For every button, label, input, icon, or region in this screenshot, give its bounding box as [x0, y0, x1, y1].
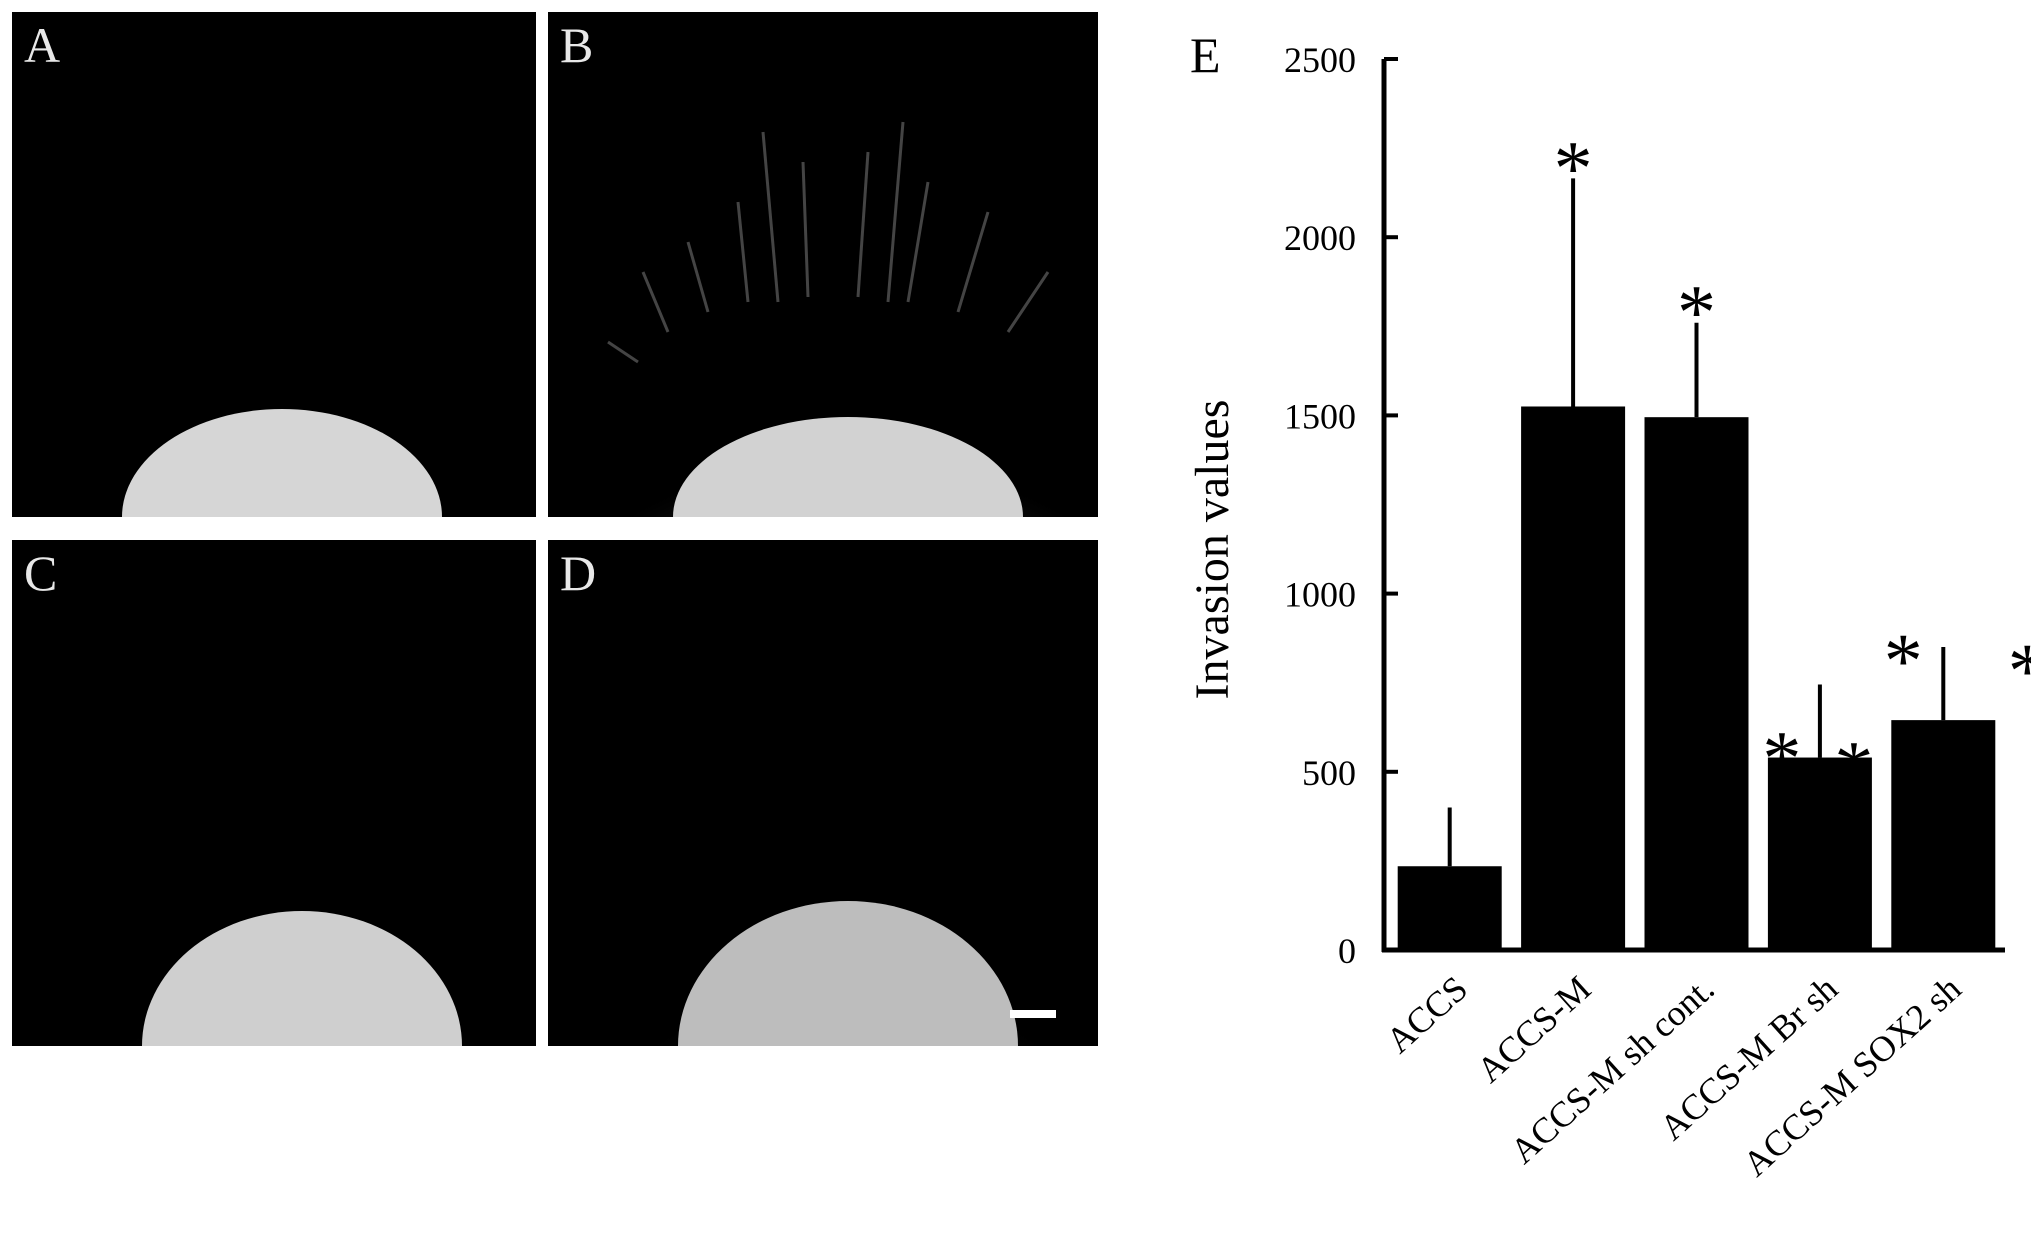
micrograph-panel-a: A: [12, 12, 536, 517]
bar-4: [1891, 720, 1996, 950]
significance-mark-2-0: *: [1762, 714, 1801, 801]
y-tick-label-0: 0: [1338, 931, 1356, 971]
spheroid-image-b: [568, 121, 1098, 517]
x-tick-label-4: ACCS-M SOX2 sh: [1735, 968, 1968, 1184]
panel-letter-a: A: [24, 17, 61, 73]
bar-1: [1521, 406, 1626, 950]
x-tick-label-2: ACCS-M sh cont.: [1503, 968, 1722, 1171]
y-axis-label: Invasion values: [1186, 400, 1239, 700]
panel-letter-e: E: [1190, 27, 1221, 83]
bar-2: [1644, 417, 1749, 950]
y-tick-label-5: 2500: [1284, 40, 1356, 80]
spheroid-image-d: [598, 831, 1098, 1046]
bar-3: [1767, 757, 1872, 950]
spheroid-image-c: [72, 851, 532, 1046]
spheroid-image-a: [72, 347, 492, 517]
y-tick-label-4: 2000: [1284, 218, 1356, 258]
panel-letter-d: D: [560, 545, 597, 601]
significance-mark-3-1: *: [2008, 627, 2031, 714]
panel-letter-c: C: [24, 545, 58, 601]
x-tick-label-0: ACCS: [1378, 968, 1475, 1061]
bar-0: [1397, 866, 1502, 950]
scale-bar: [1010, 1010, 1056, 1018]
panel-letter-b: B: [560, 17, 594, 73]
significance-mark-0-0: *: [1554, 124, 1593, 211]
y-tick-label-2: 1000: [1284, 575, 1356, 615]
significance-mark-1-0: *: [1677, 269, 1716, 356]
micrograph-panel-b: B: [548, 12, 1098, 517]
micrograph-panel-d: D: [548, 540, 1098, 1046]
significance-mark-3-0: *: [1884, 617, 1923, 704]
y-tick-label-1: 500: [1302, 753, 1356, 793]
significance-mark-2-1: *: [1834, 724, 1873, 811]
micrograph-panel-c: C: [12, 540, 536, 1046]
y-tick-label-3: 1500: [1284, 396, 1356, 436]
